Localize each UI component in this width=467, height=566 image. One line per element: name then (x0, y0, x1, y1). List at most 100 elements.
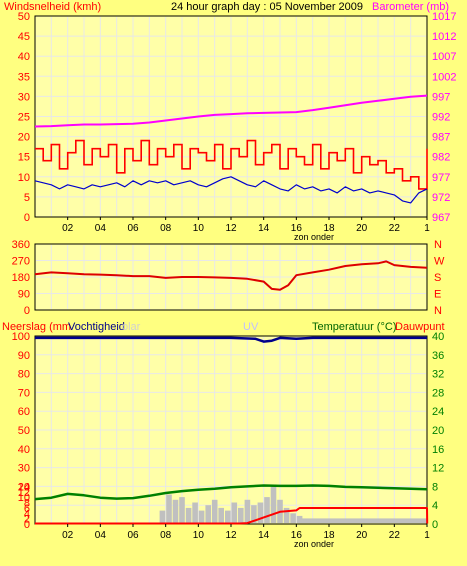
wind-speed-tick-label: 0 (24, 212, 30, 224)
wind-direction-series (34, 260, 428, 291)
wind-direction-line (34, 260, 428, 291)
rain-bar (192, 502, 198, 523)
rain-humidity-tick-label: 60 (18, 406, 30, 418)
rain-bar (257, 502, 264, 523)
wind-speed-tick-label: 20 (18, 132, 30, 144)
wind-speed-tick-label: 35 (18, 71, 30, 83)
barometer-tick-label: 992 (432, 112, 450, 124)
x-tick-label: 06 (127, 223, 139, 234)
x-tick-label: 02 (62, 223, 74, 234)
rain-bar (270, 486, 277, 523)
direction-tick-label: 90 (18, 289, 30, 301)
rain-bar (218, 507, 224, 523)
x-tick-label: 14 (258, 223, 270, 234)
rain-bar (251, 505, 257, 523)
x-tick-label: 20 (356, 223, 368, 234)
temperature-tick-label: 40 (432, 331, 444, 343)
rain-humidity-tick-label: 10 (18, 492, 30, 504)
barometer-axis-title: Barometer (mb) (372, 1, 449, 13)
rain-baseline-fill (299, 518, 427, 523)
rain-humidity-tick-label: 20 (18, 481, 30, 493)
wind-speed-axis-title: Windsnelheid (kmh) (4, 1, 101, 13)
direction-tick-label: 180 (12, 272, 30, 284)
rain-humidity-tick-label: 70 (18, 387, 30, 399)
x-tick-label: 08 (160, 530, 172, 541)
x-tick-label: 02 (62, 530, 74, 541)
rain-bar (231, 502, 238, 523)
rain-bar (225, 510, 231, 523)
rain-humidity-tick-label: 40 (18, 444, 30, 456)
temperature-tick-label: 8 (432, 481, 438, 493)
rain-humidity-tick-label: 80 (18, 369, 30, 381)
rain-humidity-tick-label: 90 (18, 350, 30, 362)
sunset-label-bottom: zon onder (294, 539, 334, 549)
rain-bar (290, 513, 296, 523)
rain-humidity-tick-label: 50 (18, 425, 30, 437)
wind-direction-y-axis: 0 90 180 270 360 (12, 239, 30, 317)
rain-bar (244, 499, 251, 523)
temperature-tick-label: 36 (432, 350, 444, 362)
temperature-tick-label: 16 (432, 444, 444, 456)
wind-speed-tick-label: 30 (18, 91, 30, 103)
barometer-tick-label: 967 (432, 212, 450, 224)
wind-speed-tick-label: 10 (18, 172, 30, 184)
temperature-y-axis: 0 4 8 12 16 20 24 28 32 36 40 (432, 331, 444, 531)
temperature-tick-label: 24 (432, 406, 444, 418)
rain-humidity-tick-label: 12 (18, 487, 30, 499)
barometer-tick-label: 977 (432, 172, 450, 184)
rain-bar (296, 515, 303, 523)
wind-speed-tick-label: 50 (18, 11, 30, 23)
x-tick-label: 1 (424, 530, 430, 541)
rain-bar (198, 510, 205, 523)
temperature-line (34, 484, 428, 501)
x-tick-label: 18 (323, 223, 335, 234)
x-tick-label: 04 (95, 530, 107, 541)
compass-label: S (434, 272, 441, 284)
x-tick-label: 22 (389, 223, 401, 234)
rain-axis-title: Neerslag (mm (2, 321, 71, 333)
sunset-label: zon onder (294, 232, 334, 242)
rain-humidity-tick-label: 100 (12, 331, 30, 343)
temperature-tick-label: 0 (432, 519, 438, 531)
temperature-tick-label: 32 (432, 369, 444, 381)
x-tick-label: 06 (127, 530, 139, 541)
barometer-tick-label: 1007 (432, 51, 456, 63)
wind-barometer-x-axis: 02 04 06 08 10 12 14 16 18 20 22 1 (62, 217, 430, 234)
x-tick-label: 12 (225, 530, 237, 541)
x-tick-label: 04 (95, 223, 107, 234)
barometer-tick-label: 1002 (432, 71, 456, 83)
compass-label: N (434, 239, 442, 251)
temperature-tick-label: 28 (432, 387, 444, 399)
humidity-line (35, 336, 427, 343)
x-tick-label: 20 (356, 530, 368, 541)
x-tick-label: 16 (291, 223, 303, 234)
rain-bar (238, 507, 244, 523)
humidity-temperature-x-axis: 02 04 06 08 10 12 14 16 18 20 22 1 (62, 524, 430, 541)
rain-humidity-tick-label: 8 (24, 498, 30, 510)
barometer-line (34, 94, 428, 128)
temperature-tick-label: 12 (432, 463, 444, 475)
barometer-tick-label: 1017 (432, 11, 456, 23)
compass-label: N (434, 305, 442, 317)
dewpoint-axis-title: Dauwpunt (395, 321, 445, 333)
direction-tick-label: 0 (24, 305, 30, 317)
wind-speed-tick-label: 5 (24, 192, 30, 204)
wind-average-line (34, 176, 428, 204)
rain-humidity-tick-label: 0 (24, 519, 30, 531)
rain-humidity-tick-label: 2 (24, 514, 30, 526)
wind-speed-tick-label: 40 (18, 51, 30, 63)
wind-speed-tick-label: 15 (18, 152, 30, 164)
rain-humidity-tick-label: 30 (18, 463, 30, 475)
barometer-tick-label: 972 (432, 192, 450, 204)
barometer-tick-label: 987 (432, 132, 450, 144)
dewpoint-line (35, 507, 429, 525)
temperature-tick-label: 4 (432, 500, 438, 512)
barometer-tick-label: 1012 (432, 31, 456, 43)
x-tick-label: 10 (193, 223, 205, 234)
x-tick-label: 12 (225, 223, 237, 234)
rain-bar (166, 494, 172, 523)
rain-bar (205, 505, 211, 523)
